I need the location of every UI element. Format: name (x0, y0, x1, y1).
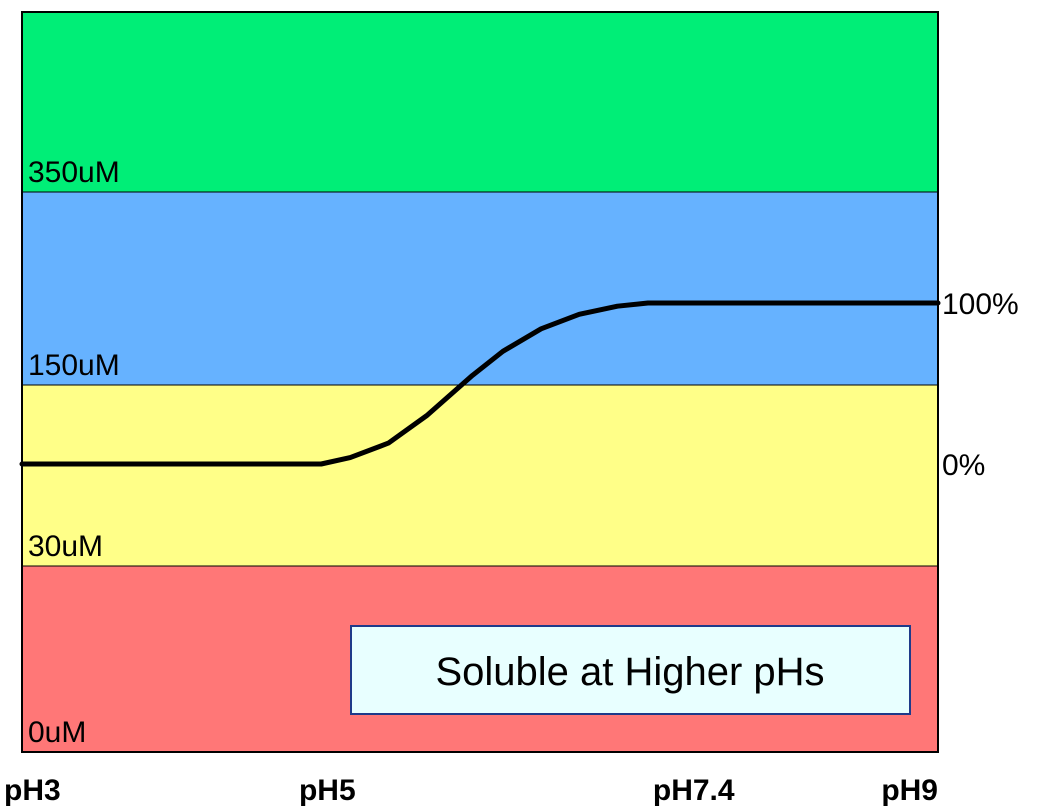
percent-label-100: 100% (942, 288, 1019, 321)
annotation-box: Soluble at Higher pHs (350, 625, 911, 715)
band-150uM (21, 191, 939, 386)
annotation-background (350, 625, 911, 715)
x-tick-pH7.4: pH7.4 (653, 774, 735, 807)
concentration-bands (21, 11, 939, 753)
band-label-350uM: 350uM (28, 156, 120, 189)
x-tick-labels: pH3 pH5 pH7.4 pH9 (4, 774, 938, 807)
band-label-150uM: 150uM (28, 349, 120, 382)
percent-label-0: 0% (942, 449, 985, 482)
band-350uM (21, 11, 939, 193)
x-tick-pH5: pH5 (299, 774, 356, 807)
annotation-label: Soluble at Higher pHs (435, 650, 824, 694)
plot-frame (21, 11, 939, 753)
x-tick-pH9: pH9 (881, 774, 938, 807)
series-line-0 (19, 300, 941, 467)
band-labels: 0uM 30uM 150uM 350uM (28, 156, 120, 749)
percent-labels: 100% 0% (942, 288, 1019, 482)
band-30uM (21, 384, 939, 567)
band-label-30uM: 30uM (28, 530, 103, 563)
x-tick-pH3: pH3 (4, 774, 61, 807)
band-label-0uM: 0uM (28, 716, 86, 749)
series-lines (19, 300, 941, 467)
